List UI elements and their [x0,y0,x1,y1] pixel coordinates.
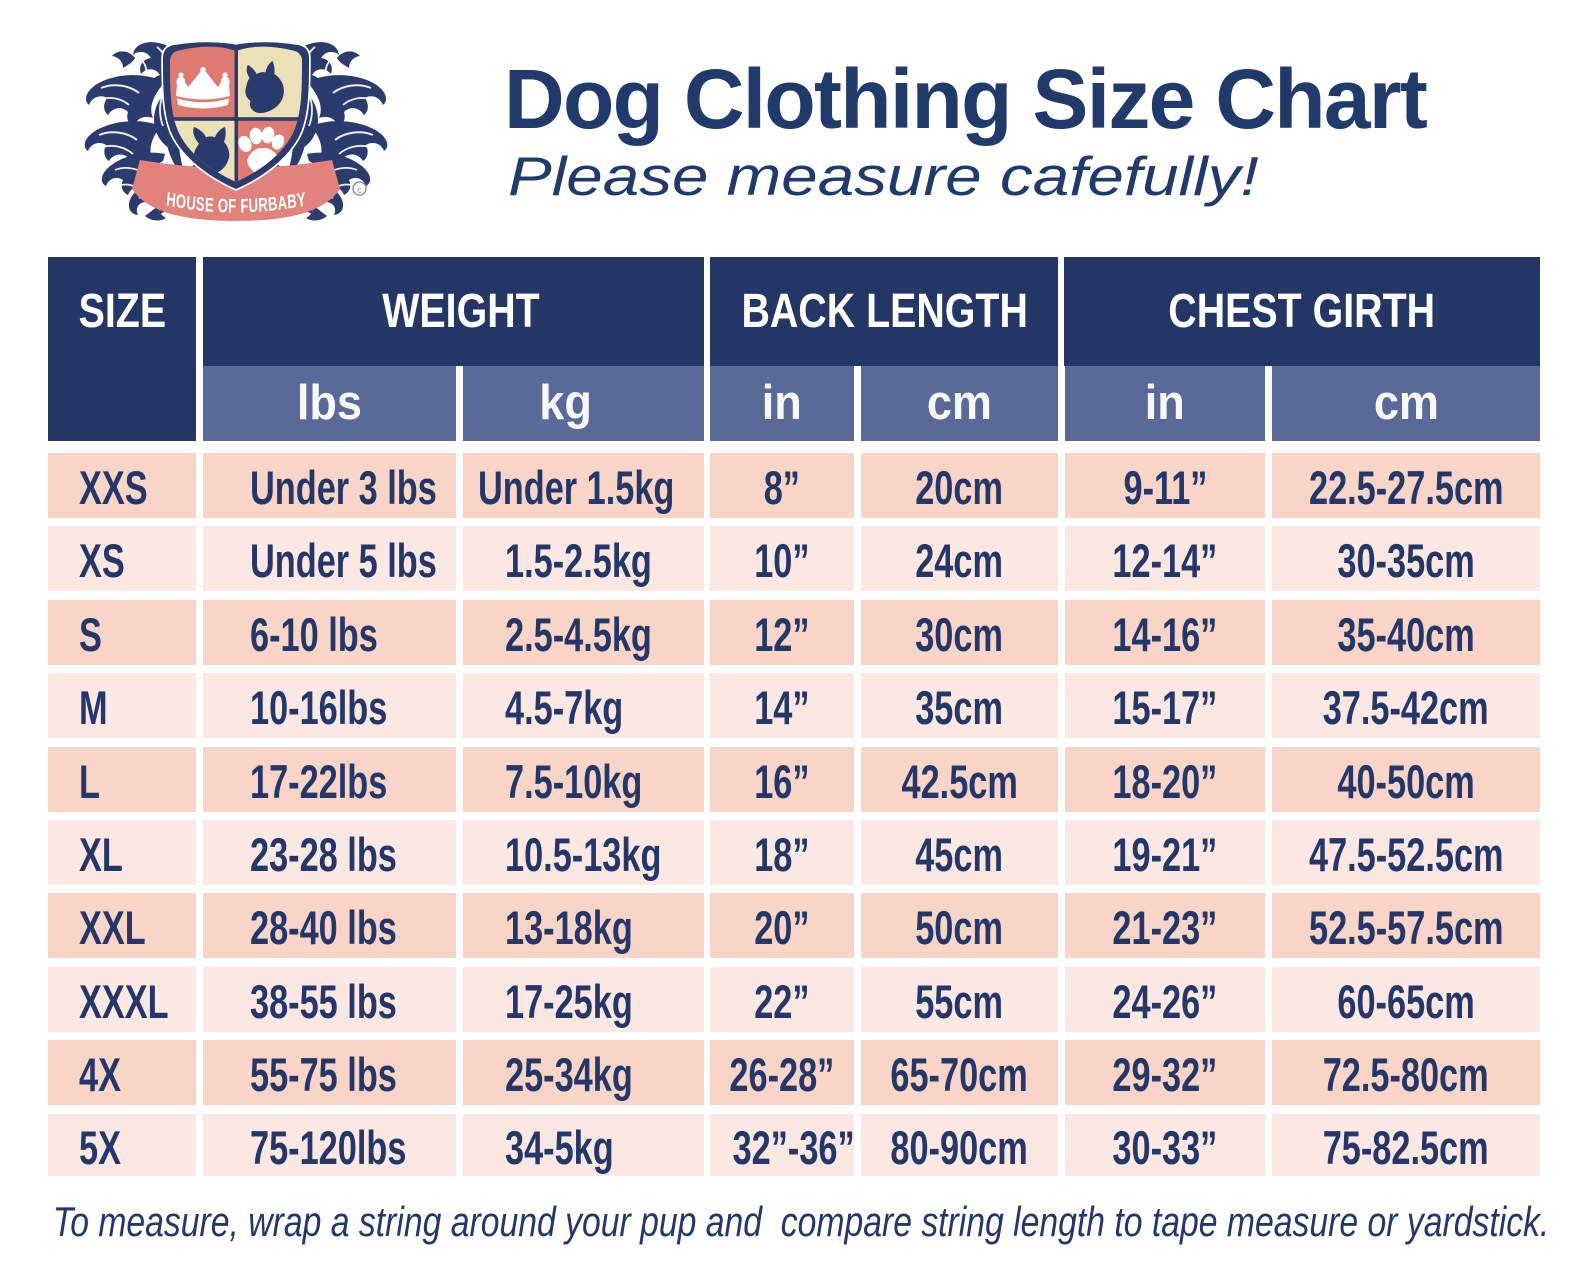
svg-text:c: c [357,185,362,196]
